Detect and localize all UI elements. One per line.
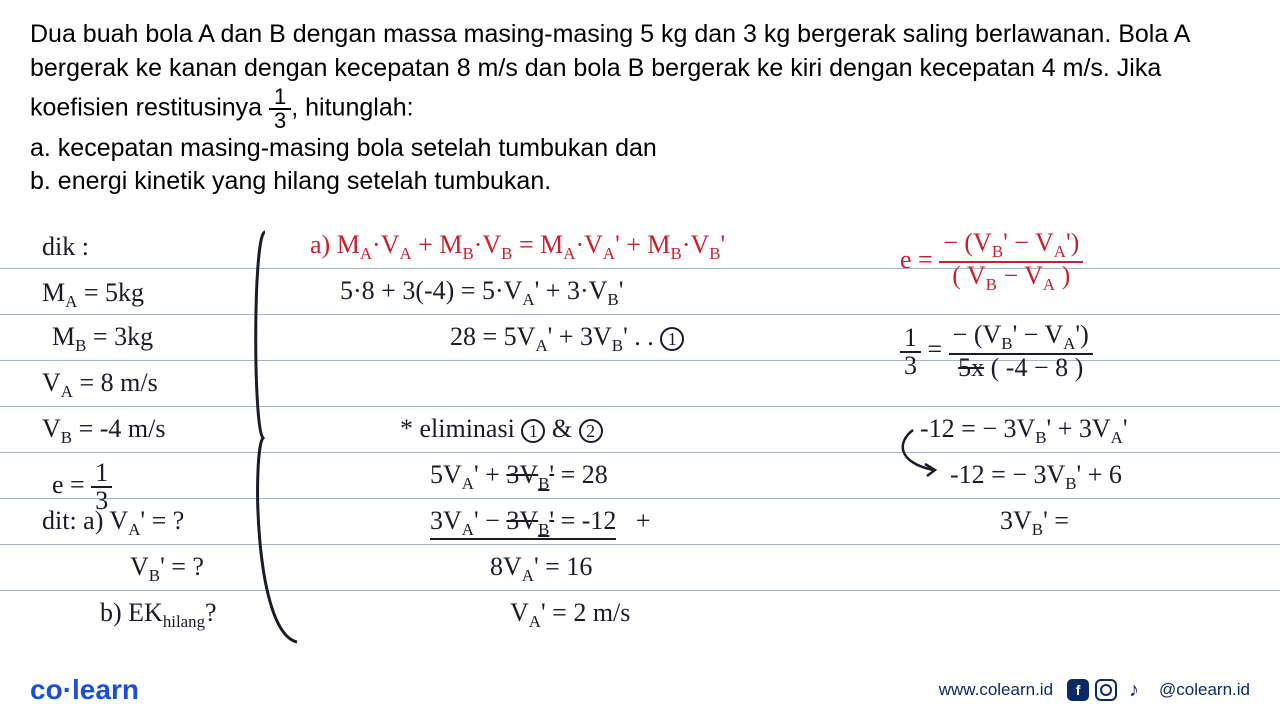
circled-2-icon: 2 xyxy=(579,419,603,443)
e-num: 1 xyxy=(91,460,112,488)
s2-num: 1 xyxy=(900,325,921,353)
restitution-sub: 1 3 = − (VB' − VA') 5x ( -4 − 8 ) xyxy=(900,322,1093,381)
logo-part-a: co xyxy=(30,674,63,705)
s2-den: 3 xyxy=(900,353,921,379)
frac-den: 3 xyxy=(269,110,291,132)
fraction-one-third: 1 3 xyxy=(269,86,291,132)
s2-rnum: − (VB' − VA') xyxy=(949,322,1093,355)
brand-logo: co·learn xyxy=(30,674,139,706)
momentum-eq1: 28 = 5VA' + 3VB' . . 1 xyxy=(450,322,684,356)
momentum-equation: a) MA·VA + MB·VB = MA·VA' + MB·VB' xyxy=(310,230,725,264)
restitution-eq: e = − (VB' − VA') ( VB − VA ) xyxy=(900,230,1083,294)
arrow-icon xyxy=(895,422,955,482)
given-va: VA = 8 m/s xyxy=(42,368,158,402)
elim-line1: 5VA' + 3VB' = 28 xyxy=(430,460,608,494)
e-frac-num: − (VB' − VA') xyxy=(939,230,1083,263)
circled-1-icon: 1 xyxy=(660,327,684,351)
ruled-paper: dik : MA = 5kg MB = 3kg VA = 8 m/s VB = … xyxy=(0,222,1280,660)
e-frac-den: ( VB − VA ) xyxy=(939,263,1083,294)
problem-text-after: , hitunglah: xyxy=(291,93,413,121)
problem-item-b: b. energi kinetik yang hilang setelah tu… xyxy=(30,167,551,195)
footer-right: www.colearn.id f ♪ @colearn.id xyxy=(939,679,1250,701)
momentum-sub: 5·8 + 3(-4) = 5·VA' + 3·VB' xyxy=(340,276,623,310)
footer-handle: @colearn.id xyxy=(1159,680,1250,700)
instagram-icon xyxy=(1095,679,1117,701)
given-mb: MB = 3kg xyxy=(52,322,153,356)
logo-part-b: learn xyxy=(72,674,139,705)
dik-label: dik : xyxy=(42,232,89,262)
facebook-icon: f xyxy=(1067,679,1089,701)
tiktok-icon: ♪ xyxy=(1123,679,1145,701)
frac-num: 1 xyxy=(269,86,291,110)
elim-result2: VA' = 2 m/s xyxy=(510,598,630,632)
rest-step4: -12 = − 3VB' + 6 xyxy=(950,460,1122,494)
footer-url: www.colearn.id xyxy=(939,680,1053,700)
problem-text-1: Dua buah bola A dan B dengan massa masin… xyxy=(30,20,1189,121)
elimination-title: * eliminasi 1 & 2 xyxy=(400,414,603,444)
circled-1b-icon: 1 xyxy=(521,419,545,443)
plus-sign: + xyxy=(636,506,651,535)
given-ma: MA = 5kg xyxy=(42,278,144,312)
elim-line2: 3VA' − 3VB' = -12 + xyxy=(430,506,651,540)
eq1-text: 28 = 5VA' + 3VB' . . xyxy=(450,322,660,351)
given-vb: VB = -4 m/s xyxy=(42,414,165,448)
footer: co·learn www.colearn.id f ♪ @colearn.id xyxy=(30,674,1250,706)
dit-a: dit: a) VA' = ? xyxy=(42,506,184,540)
brace-divider xyxy=(245,228,315,648)
elim-result1: 8VA' = 16 xyxy=(490,552,592,586)
rest-step5: 3VB' = xyxy=(1000,506,1069,540)
s2-rden: 5x ( -4 − 8 ) xyxy=(949,355,1093,381)
social-icons: f ♪ xyxy=(1067,679,1145,701)
e-label: e = xyxy=(52,470,91,499)
dit-b: b) EKhilang? xyxy=(100,598,217,632)
problem-item-a: a. kecepatan masing-masing bola setelah … xyxy=(30,134,657,162)
problem-statement: Dua buah bola A dan B dengan massa masin… xyxy=(30,18,1250,199)
dit-vb: VB' = ? xyxy=(130,552,204,586)
